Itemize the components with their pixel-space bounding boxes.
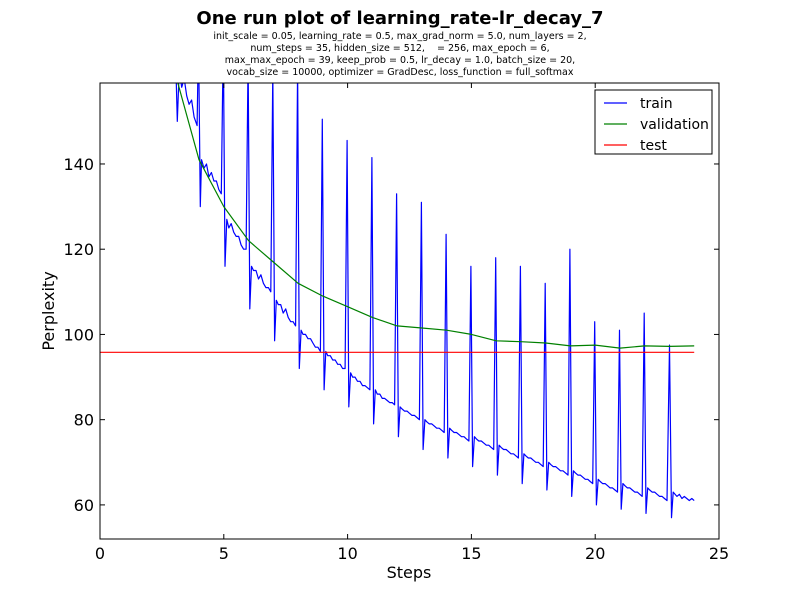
series-line-validation bbox=[177, 83, 695, 349]
x-axis-label: Steps bbox=[387, 563, 432, 582]
x-tick-label: 0 bbox=[95, 544, 105, 563]
legend-box bbox=[594, 89, 713, 155]
legend-label-validation: validation bbox=[640, 117, 709, 133]
series-layer bbox=[100, 83, 695, 519]
x-tick-label: 15 bbox=[461, 544, 481, 563]
legend-label-test: test bbox=[640, 138, 667, 154]
ticks-layer: 0 5 10 15 20 25 60 80 100 120 140 bbox=[63, 83, 729, 563]
plot-frame bbox=[99, 82, 720, 540]
x-tick-label: 10 bbox=[337, 544, 357, 563]
legend-label-train: train bbox=[640, 96, 673, 112]
series-line-train bbox=[175, 83, 695, 519]
x-tick-label: 25 bbox=[709, 544, 729, 563]
y-axis-label: Perplexity bbox=[39, 271, 58, 350]
legend: train validation test bbox=[594, 89, 713, 155]
x-tick-label: 20 bbox=[585, 544, 605, 563]
chart-subtitle: init_scale = 0.05, learning_rate = 0.5, … bbox=[0, 31, 800, 79]
subtitle-line: max_max_epoch = 39, keep_prob = 0.5, lr_… bbox=[224, 55, 576, 66]
subtitle-line: num_steps = 35, hidden_size = 512, = 256… bbox=[250, 43, 550, 54]
y-tick-label: 140 bbox=[63, 155, 94, 174]
y-tick-label: 80 bbox=[74, 411, 94, 430]
chart-title: One run plot of learning_rate-lr_decay_7 bbox=[196, 8, 604, 29]
y-tick-label: 60 bbox=[74, 496, 94, 515]
x-tick-label: 5 bbox=[219, 544, 229, 563]
y-tick-label: 100 bbox=[63, 325, 94, 344]
y-tick-label: 120 bbox=[63, 240, 94, 259]
subtitle-line: init_scale = 0.05, learning_rate = 0.5, … bbox=[213, 31, 587, 42]
subtitle-line: vocab_size = 10000, optimizer = GradDesc… bbox=[226, 67, 574, 78]
